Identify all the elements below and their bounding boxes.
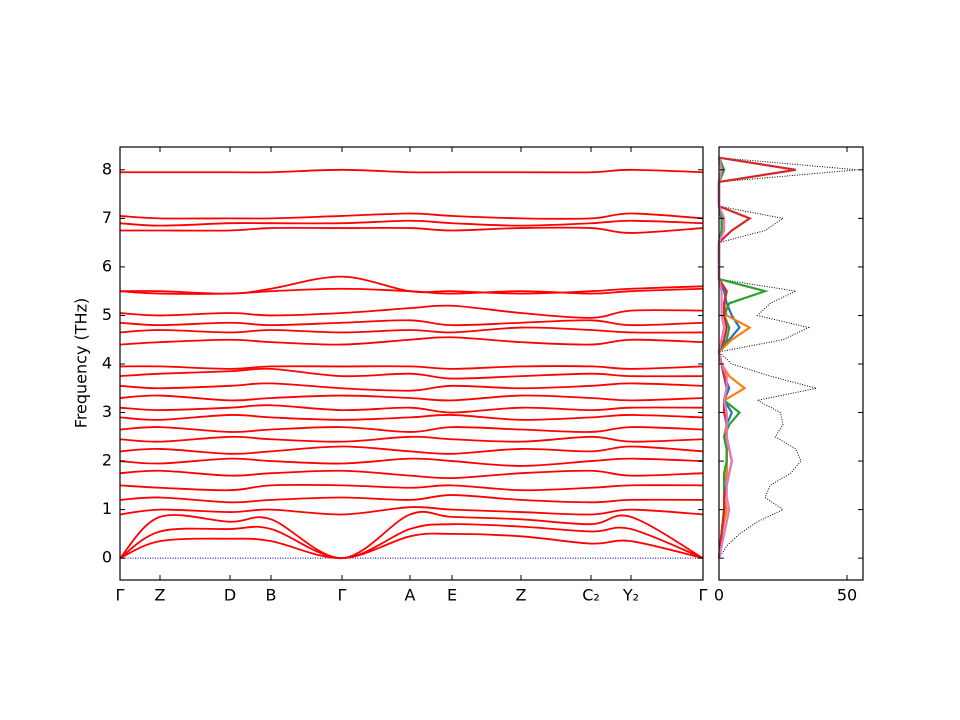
x-tick-label: Y₂: [622, 586, 639, 605]
dos-line: [717, 157, 858, 559]
x-tick-label: C₂: [582, 586, 600, 605]
band-line: [119, 365, 704, 370]
band-line: [119, 426, 704, 433]
band-line: [119, 382, 704, 392]
plot-frame: [119, 146, 704, 581]
band-line: [119, 336, 704, 346]
x-tick-label: Z: [516, 586, 527, 605]
plot-frame: [718, 146, 864, 581]
x-tick-label: Γ: [116, 586, 125, 605]
y-tick-label: 3: [102, 402, 112, 421]
band-line: [119, 469, 704, 480]
y-tick-label: 1: [102, 499, 112, 518]
y-tick-label: 5: [102, 305, 112, 324]
band-line: [119, 445, 704, 455]
x-tick-label: D: [224, 586, 236, 605]
x-tick-label: B: [266, 586, 277, 605]
band-line: [119, 304, 704, 319]
band-line: [119, 532, 704, 560]
band-line: [119, 394, 704, 402]
y-tick-label: 2: [102, 451, 112, 470]
band-line: [119, 212, 704, 220]
y-tick-label: 4: [102, 353, 112, 372]
y-axis-label: Frequency (THz): [72, 298, 91, 428]
x-tick-label: A: [405, 586, 416, 605]
band-line: [119, 168, 704, 174]
y-tick-label: 8: [102, 159, 112, 178]
band-line: [119, 319, 704, 327]
x-tick-label: Γ: [699, 586, 708, 605]
band-line: [119, 483, 704, 492]
band-line: [120, 226, 704, 234]
y-tick-label: 0: [102, 548, 112, 567]
x-tick-label: E: [447, 586, 457, 605]
band-line: [119, 510, 704, 560]
x-tick-label: 0: [714, 586, 724, 605]
band-line: [119, 494, 704, 504]
y-tick-label: 6: [102, 256, 112, 275]
band-line: [119, 275, 704, 295]
y-tick-label: 7: [102, 208, 112, 227]
x-tick-label: Γ: [338, 586, 347, 605]
band-line: [119, 414, 704, 421]
band-line: [119, 435, 704, 443]
dos-line: [717, 156, 796, 559]
band-line: [119, 326, 704, 334]
x-tick-label: Z: [155, 586, 166, 605]
band-line: [119, 457, 704, 467]
band-line: [119, 523, 704, 560]
dos-line: [717, 157, 733, 559]
band-line: [119, 404, 704, 414]
band-line: [119, 506, 704, 516]
band-line: [119, 367, 704, 380]
x-tick-label: 50: [837, 586, 857, 605]
band-line: [119, 219, 704, 227]
